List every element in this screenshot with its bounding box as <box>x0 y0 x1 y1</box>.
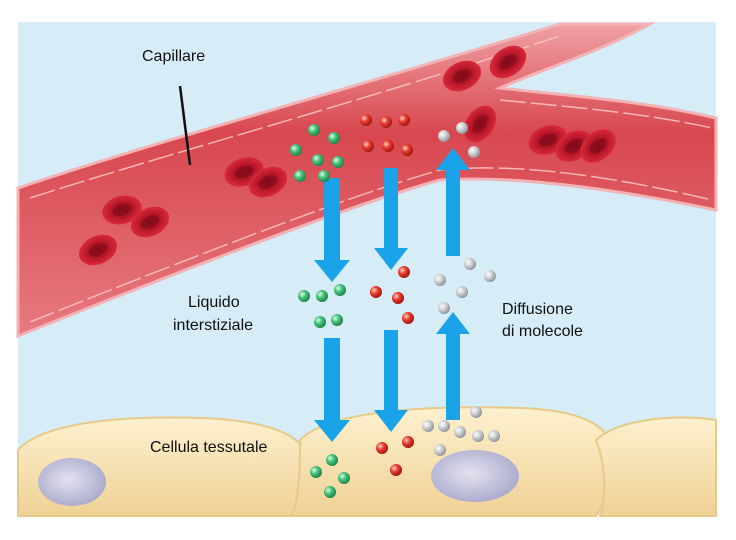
tissue-cells <box>17 406 717 517</box>
diffusion-label-line2: di molecole <box>502 323 583 340</box>
capillary-label: Capillare <box>142 48 206 65</box>
interstitial-fluid-label-line1: Liquido <box>188 294 240 311</box>
arrow-down-green-lower <box>314 338 350 442</box>
arrow-down-red-lower <box>374 330 408 432</box>
interstitial-fluid-label-line2: interstiziale <box>173 317 254 334</box>
arrows <box>314 148 470 442</box>
arrow-up-gray-upper <box>436 148 470 256</box>
capillary-pointer-line <box>178 85 192 166</box>
arrow-up-gray-lower <box>436 312 470 420</box>
gray-molecules <box>422 122 500 456</box>
arrow-down-green-upper <box>314 178 350 282</box>
nucleus <box>431 450 519 502</box>
diffusion-label-line1: Diffusione <box>502 301 573 318</box>
arrow-down-red-upper <box>374 168 408 270</box>
red-molecules <box>360 114 414 476</box>
nucleus <box>38 458 106 506</box>
tissue-cell-label: Cellula tessutale <box>150 439 268 456</box>
green-molecules <box>290 124 350 498</box>
